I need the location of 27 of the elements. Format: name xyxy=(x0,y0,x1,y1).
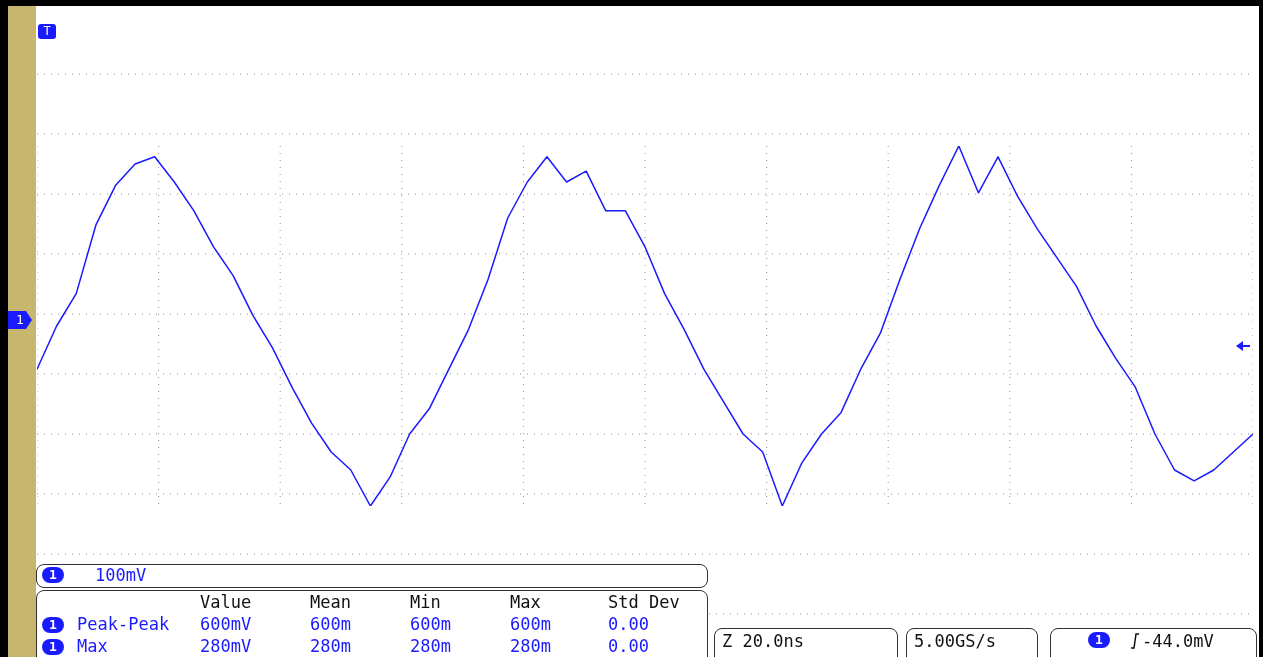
text: Peak-Peak xyxy=(77,614,170,634)
text: Max xyxy=(510,592,541,612)
text: 600m xyxy=(410,614,451,634)
text: Max xyxy=(77,636,108,656)
text: 0.00 xyxy=(608,636,649,656)
text: 600m xyxy=(310,614,351,634)
level-marker-icon: 1 xyxy=(8,311,32,329)
text: Z 20.0ns xyxy=(722,631,804,651)
text: 280m xyxy=(510,636,551,656)
channel-badge: 1 xyxy=(42,617,64,633)
text: 5.00GS/s xyxy=(914,631,996,651)
text: 600mV xyxy=(200,614,252,634)
text: Mean xyxy=(310,592,351,612)
text: 0.00 xyxy=(608,614,649,634)
text: Value xyxy=(200,592,252,612)
channel-badge: 1 xyxy=(1088,632,1110,648)
text: -44.0mV xyxy=(1142,631,1214,651)
text: 280m xyxy=(310,636,351,656)
text: Std Dev xyxy=(608,592,680,612)
trigger-marker-icon: T xyxy=(38,24,56,39)
text: 100mV xyxy=(95,565,147,585)
channel-badge: 1 xyxy=(42,567,64,583)
text: 280mV xyxy=(200,636,252,656)
text: 280m xyxy=(410,636,451,656)
channel-badge: 1 xyxy=(42,639,64,655)
text: Min xyxy=(410,592,441,612)
text: 600m xyxy=(510,614,551,634)
